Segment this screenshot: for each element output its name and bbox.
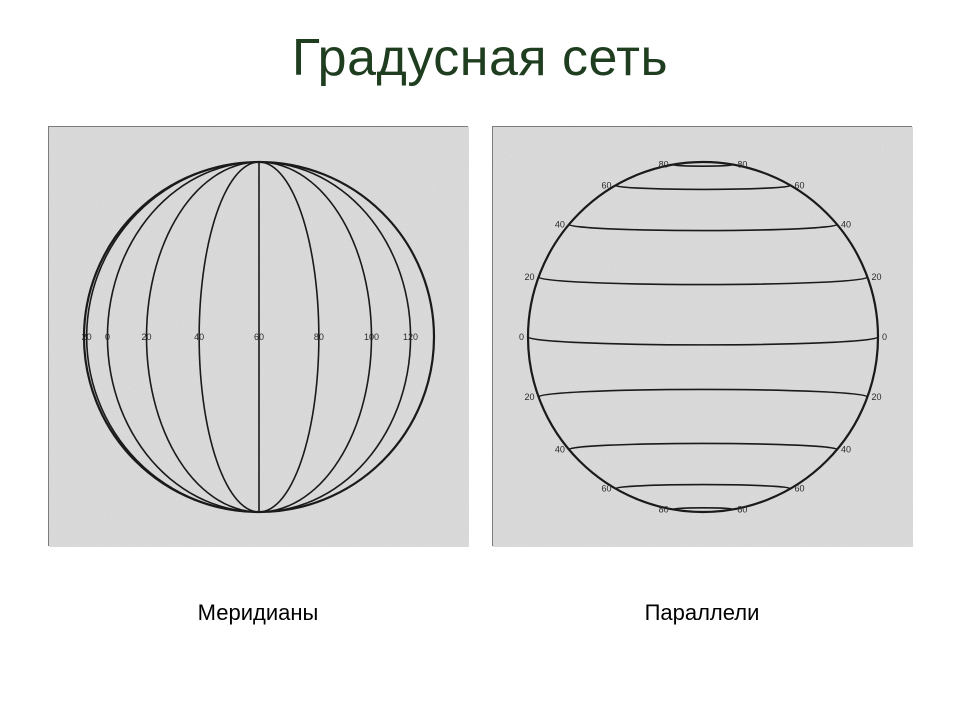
panels-row: 20020406080100120 8080606040402020002020… [0, 126, 960, 546]
parallel-label-right: 80 [737, 160, 747, 170]
parallel-label-right: 20 [871, 392, 881, 402]
parallel-label-left: 80 [659, 160, 669, 170]
meridian-label: 20 [82, 332, 92, 342]
parallel-label-left: 0 [519, 332, 524, 342]
parallel-label-right: 60 [795, 484, 805, 494]
parallel-label-right: 80 [737, 504, 747, 514]
parallels-diagram: 80 80 60 60 40 40 20 20 0 0 20 20 40 40 60 60 80 80 [493, 127, 913, 547]
meridian-label: 80 [314, 332, 324, 342]
meridian-label: 0 [105, 332, 110, 342]
parallel-label-right: 0 [882, 332, 887, 342]
parallel-label-right: 40 [841, 444, 851, 454]
parallel-label-left: 60 [601, 180, 611, 190]
parallel-label-right: 40 [841, 220, 851, 230]
parallel-label-left: 20 [525, 392, 535, 402]
parallel-label-left: 20 [525, 272, 535, 282]
slide: Градусная сеть 20 0 20 40 60 80 100 120 80 80 60 6… [0, 0, 960, 720]
parallel-label-left: 80 [659, 504, 669, 514]
meridians-caption: Меридианы [48, 600, 468, 626]
page-title: Градусная сеть [0, 0, 960, 88]
parallel-label-left: 60 [601, 484, 611, 494]
parallels-caption: Параллели [492, 600, 912, 626]
meridian-label: 20 [142, 332, 152, 342]
parallel-label-left: 40 [555, 444, 565, 454]
meridian-label: 100 [364, 332, 379, 342]
meridian-label: 40 [194, 332, 204, 342]
captions-row: Меридианы Параллели [0, 600, 960, 626]
parallel-label-left: 40 [555, 220, 565, 230]
meridians-panel: 20 0 20 40 60 80 100 120 [48, 126, 468, 546]
parallel-label-right: 60 [795, 180, 805, 190]
meridian-label: 120 [403, 332, 418, 342]
parallels-panel: 80 80 60 60 40 40 20 20 0 0 20 20 40 40 60 60 80 80 [492, 126, 912, 546]
meridians-diagram: 20 0 20 40 60 80 100 120 [49, 127, 469, 547]
meridian-label: 60 [254, 332, 264, 342]
parallel-label-right: 20 [871, 272, 881, 282]
